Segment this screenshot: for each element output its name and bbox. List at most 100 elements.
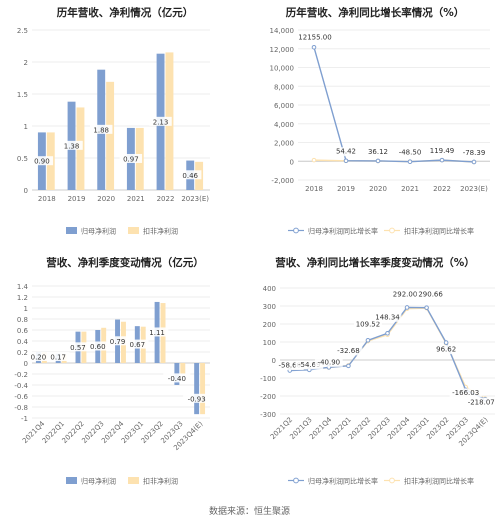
x-tick-label: 2023(E): [181, 195, 209, 203]
y-tick-label: -100: [260, 375, 276, 383]
data-label: -166.03: [449, 388, 482, 398]
data-label: 96.62: [434, 345, 458, 355]
y-tick-label: 300: [263, 303, 276, 311]
data-label-bg: [354, 319, 382, 329]
data-label: 0.79: [106, 336, 129, 346]
data-label-bg: [373, 312, 402, 322]
data-label-bg: [434, 345, 458, 355]
chart-title: 营收、净利同比增长率季度变动情况（%）: [275, 256, 475, 269]
legend-marker-parent: [293, 477, 299, 484]
data-label-text: 1.88: [93, 126, 109, 134]
y-tick-label: 200: [263, 321, 276, 329]
data-label-bg: [183, 393, 211, 403]
data-label-text: 0.20: [31, 354, 47, 362]
data-label: 1.11: [145, 327, 169, 337]
data-label-text: 109.52: [356, 320, 381, 328]
data-label-bg: [126, 339, 149, 349]
bar-deducted-net-profit: [106, 81, 115, 190]
data-label-text: 0.46: [182, 172, 198, 180]
point-deducted-growth: [311, 157, 317, 163]
y-tick-label: 8,000: [274, 83, 294, 91]
data-label-bg: [314, 357, 343, 367]
legend-label-parent: 归母净利润同比增长率: [308, 477, 378, 486]
y-tick-label: 1: [24, 123, 28, 131]
data-label-bg: [428, 146, 456, 156]
data-label-bg: [47, 352, 70, 361]
data-label: -78.39: [460, 148, 488, 158]
y-tick-label: 2,000: [274, 140, 294, 148]
x-tick-label: 2021: [127, 195, 145, 203]
point-parent-growth: [404, 305, 410, 310]
legend: 归母净利润 扣非净利润: [66, 477, 178, 486]
annual-growth-line-chart: 历年营收、净利同比增长率情况（%） -2,000 0 2,000 4,000 6,000 8…: [270, 6, 490, 236]
data-label-bg: [119, 153, 143, 163]
y-tick-label: -0.2: [14, 371, 28, 379]
data-label: -54.69: [295, 360, 324, 370]
data-label: -218.07: [465, 397, 498, 407]
data-label: -40.90: [314, 357, 343, 367]
data-label: 36.12: [366, 147, 390, 157]
data-label: 0.57: [66, 342, 90, 352]
y-tick-label: 10,000: [270, 65, 295, 73]
data-label: -48.50: [396, 148, 424, 158]
data-label-bg: [163, 373, 191, 383]
legend-swatch-deducted: [128, 227, 139, 234]
quarterly-growth-line-chart: 营收、净利同比增长率季度变动情况（%） -300 -200 -100 0 100 200 30…: [260, 256, 498, 486]
line-parent-growth: [313, 47, 475, 163]
source-note: 数据来源：恒生聚源: [208, 507, 290, 517]
y-tick-label: 0: [24, 187, 28, 195]
data-label-bg: [179, 170, 202, 180]
legend-swatch-deducted: [128, 477, 139, 484]
x-tick-label: 2022: [157, 195, 175, 203]
data-label: -0.40: [163, 373, 191, 383]
y-tick-label: 1: [24, 305, 28, 313]
x-tick-label: 2019: [68, 195, 86, 203]
y-tick-label: -1: [21, 415, 28, 423]
y-tick-label: 0: [24, 360, 28, 368]
data-label-text: 1.11: [149, 329, 165, 337]
data-label-bg: [334, 147, 358, 157]
y-tick-label: 400: [263, 285, 276, 293]
data-label: 292.00: [391, 289, 419, 299]
data-label-text: -40.90: [318, 358, 341, 366]
data-label-text: 0.67: [130, 341, 146, 349]
y-tick-label: -0.4: [14, 382, 28, 390]
data-label-bg: [391, 289, 419, 299]
data-label: 1.38: [60, 140, 83, 150]
data-label: 12155.00: [296, 32, 334, 42]
data-label-bg: [465, 397, 498, 407]
data-label-bg: [366, 147, 390, 157]
data-label-text: 0.79: [110, 338, 126, 346]
data-label: 2.13: [149, 116, 172, 126]
chart-title: 营收、净利季度变动情况（亿元）: [46, 256, 204, 269]
data-label: 0.67: [126, 339, 149, 349]
chart-title: 历年营收、净利同比增长率情况（%）: [286, 6, 465, 19]
data-label-text: -166.03: [452, 389, 479, 397]
y-tick-label: -300: [260, 411, 276, 419]
data-label-text: 54.42: [336, 148, 356, 156]
data-label-text: 1.38: [64, 142, 80, 150]
legend-marker-parent: [293, 227, 299, 234]
data-label-text: -54.69: [298, 361, 321, 369]
legend-label-deducted: 扣非净利润同比增长率: [404, 227, 474, 236]
data-label-bg: [145, 327, 169, 337]
data-label-bg: [149, 116, 172, 126]
data-label-bg: [66, 342, 90, 352]
point-parent-growth: [385, 330, 390, 336]
y-tick-label: 0.8: [17, 316, 28, 324]
y-tick-label: 12,000: [270, 46, 295, 54]
data-label: -32.68: [334, 346, 363, 356]
y-tick-label: 0.2: [17, 349, 28, 357]
legend-swatch-parent: [66, 227, 77, 234]
data-label: 148.34: [373, 312, 402, 322]
y-tick-label: 0: [290, 158, 294, 166]
y-tick-label: 0: [272, 357, 276, 365]
y-tick-label: 1.5: [17, 91, 28, 99]
x-tick-label: 2023(E): [460, 185, 488, 193]
y-tick-label: 0.5: [17, 155, 28, 163]
data-label: 0.97: [119, 153, 143, 163]
y-tick-label: 1.2: [17, 294, 28, 302]
data-label: 0.46: [179, 170, 202, 180]
data-label-bg: [86, 341, 109, 351]
annual-profit-bar-chart: 历年营收、净利情况（亿元） 0 0.5 1 1.5 2 2.5 2018 2019 2020 202…: [17, 6, 210, 236]
